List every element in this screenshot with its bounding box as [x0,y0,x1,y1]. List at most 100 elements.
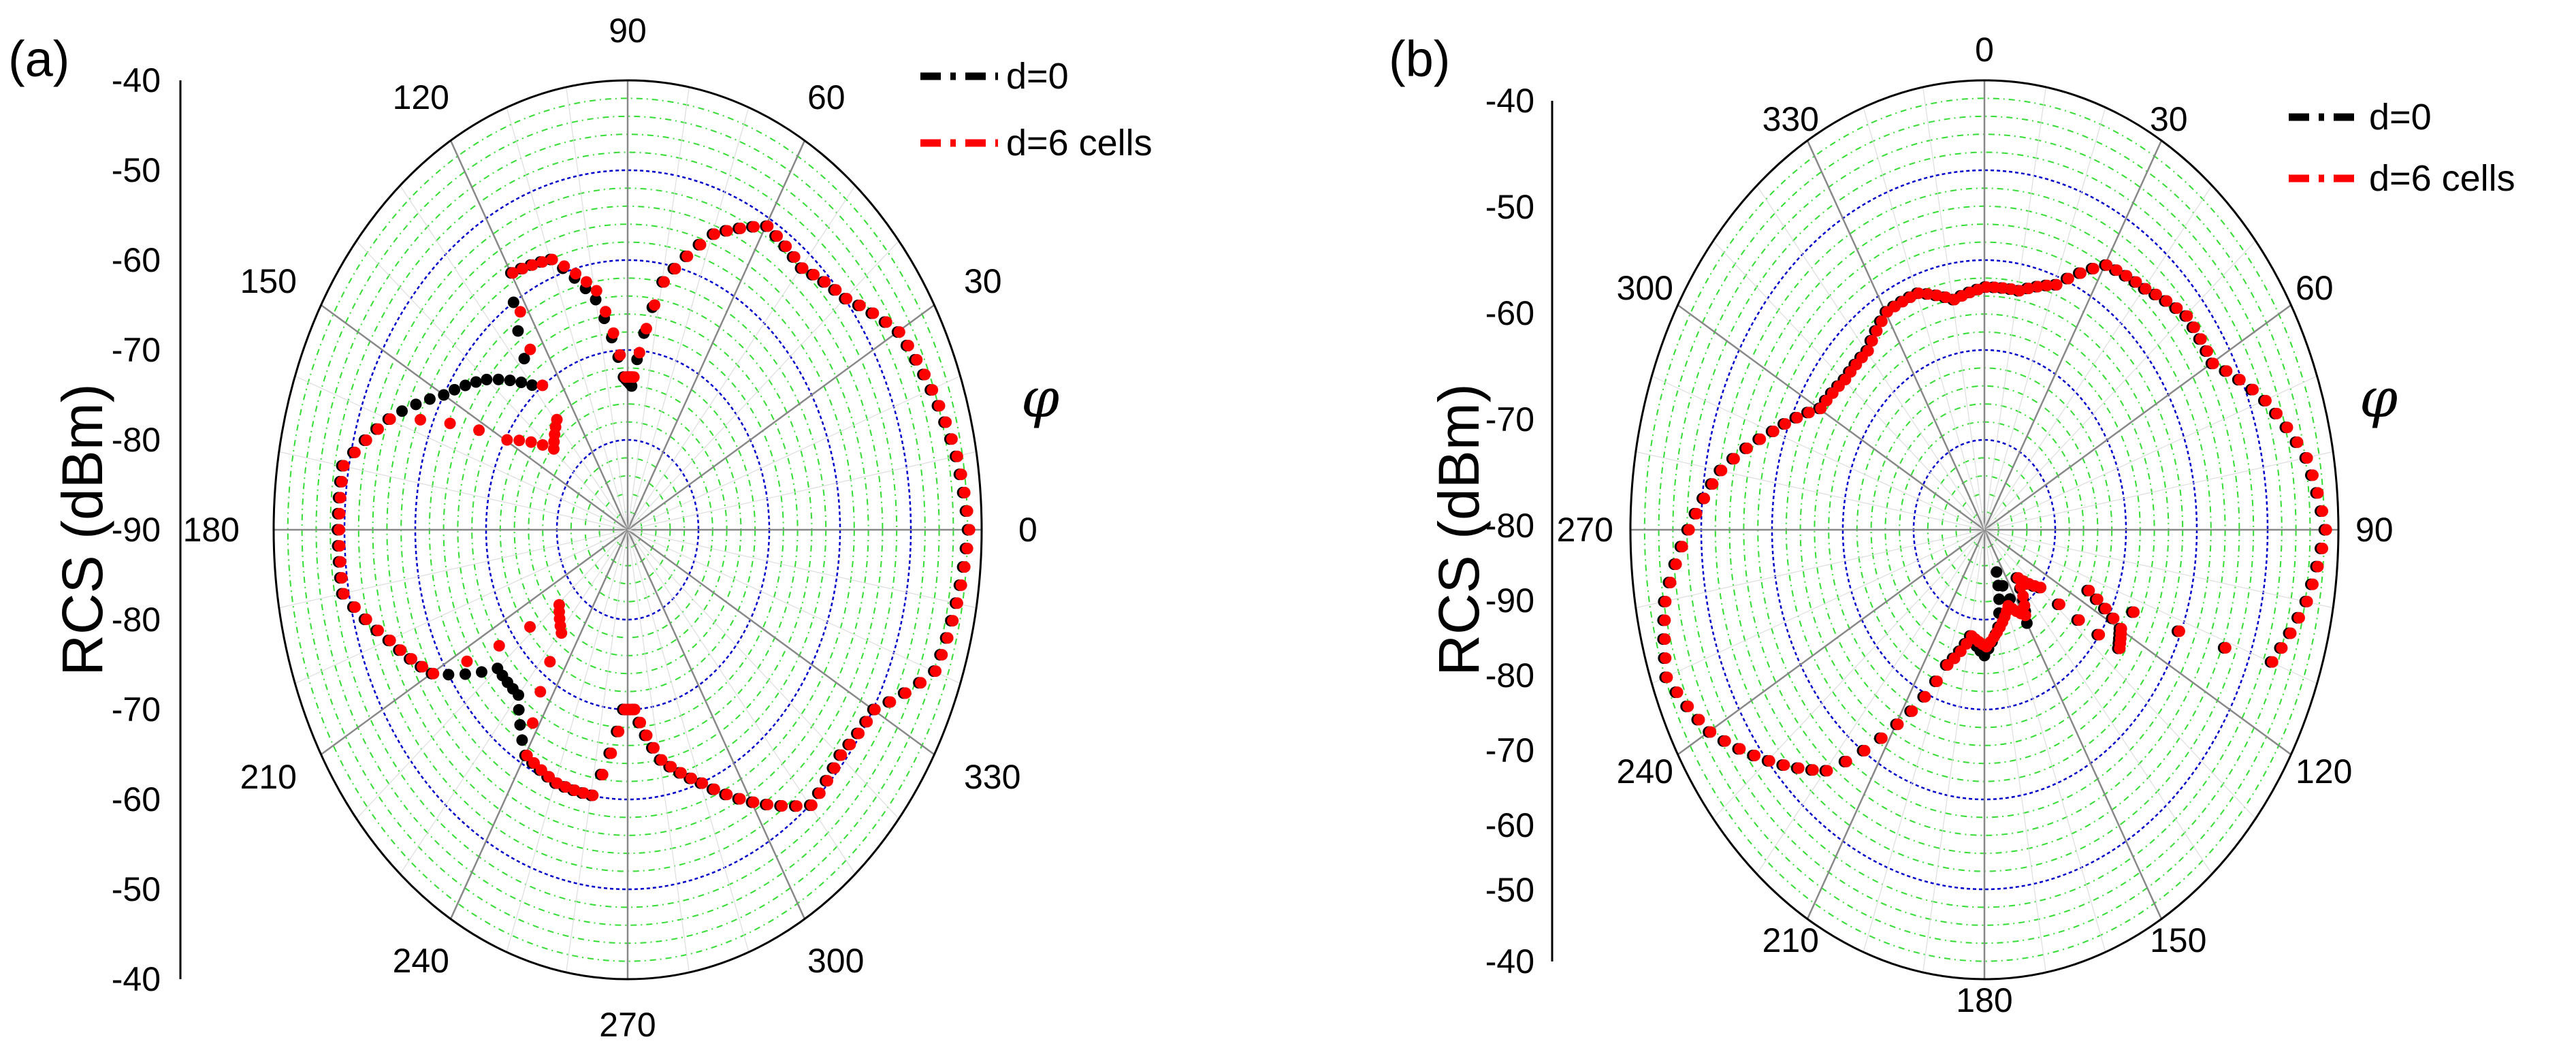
point-d6 [2276,642,2288,654]
point-d6 [2317,542,2329,554]
point-d6 [2234,374,2246,386]
point-d6 [955,579,967,591]
point-d6 [1660,595,1672,607]
point-d6 [2181,310,2193,322]
panel-a-angle-label: 30 [964,262,1002,300]
point-d6 [951,450,963,462]
point-d6 [1803,407,1815,419]
point-d6 [1912,287,1925,300]
panel-a-phi-label: φ [1021,366,1059,430]
point-d6 [2083,584,2095,596]
point-d0 [515,376,528,388]
point-d6 [2219,641,2232,654]
spoke-minor [1863,107,1985,530]
point-d6 [656,754,668,766]
panel-b-y-tick: -70 [1485,400,1534,439]
panel-a-y-tick: -70 [112,690,161,729]
point-d6 [444,417,456,430]
panel-a-label: (a) [8,31,69,87]
point-d6 [1660,652,1672,665]
panel-b-angle-label: 150 [2150,921,2206,959]
panel-a-y-tick: -50 [112,870,161,908]
point-d6 [835,749,848,761]
point-d6 [2099,603,2112,615]
point-d6 [911,353,923,366]
point-d6 [360,614,372,626]
spoke-minor [295,529,628,684]
spoke-minor [1984,529,2317,684]
panel-b-y-tick: -40 [1485,942,1534,981]
point-d6 [1871,325,1883,337]
panel-a-y-tick: -40 [112,960,161,998]
point-d6 [558,260,570,272]
point-d6 [2306,578,2319,590]
point-d6 [544,656,556,668]
point-d0 [475,666,487,678]
spoke-major [1983,529,2163,920]
point-d6 [338,588,350,600]
point-d6 [384,413,396,425]
point-d6 [527,717,539,729]
point-d6 [959,561,971,573]
spoke-minor [627,240,899,530]
legend-label-d0: d=0 [2369,97,2432,138]
spoke-minor [400,529,628,874]
spoke-minor [506,529,628,953]
spoke-minor [1756,529,1985,874]
panel-b-y-axis-title: RCS (dBm) [1427,383,1491,675]
panel-b-y-tick: -70 [1485,731,1534,769]
point-d6 [570,268,582,280]
point-d6 [634,716,647,729]
panel-a-y-tick: -70 [112,331,161,369]
panel-a-data [332,220,976,812]
point-d6 [2093,629,2106,641]
point-d6 [2073,614,2085,626]
spoke-minor [1984,185,2212,530]
point-d6 [613,725,625,737]
point-d0 [449,383,461,396]
point-d6 [861,716,873,728]
point-d0 [514,719,526,731]
panel-b-angle-label: 0 [1975,31,1994,69]
point-d6 [514,306,526,318]
point-d6 [1931,675,1943,688]
point-d6 [2285,627,2297,639]
point-d6 [2041,279,2053,291]
point-d6 [696,777,709,789]
point-d6 [899,687,912,699]
point-d6 [919,368,931,381]
point-d6 [1670,558,1682,571]
point-d6 [2014,285,2026,297]
point-d0 [470,376,482,388]
point-d6 [534,686,547,698]
point-d6 [580,276,592,288]
point-d0 [518,353,530,365]
point-d0 [459,668,471,680]
point-d6 [1754,433,1767,445]
point-d6 [336,572,348,584]
point-d6 [933,400,946,412]
panel-a-angle-label: 90 [609,12,647,50]
point-d6 [600,306,612,318]
point-d6 [1922,288,1934,300]
spoke-minor [627,529,750,953]
point-d6 [493,639,505,652]
point-d6 [587,789,599,801]
point-d6 [665,761,677,773]
point-d6 [1919,690,1931,703]
spoke-major [627,304,935,531]
point-d6 [844,738,856,750]
point-d6 [1664,577,1677,589]
point-d0 [459,379,471,392]
point-d6 [2259,394,2272,407]
point-d6 [336,475,348,488]
point-d6 [521,750,533,762]
point-d6 [735,222,747,234]
point-d6 [2173,625,2185,637]
panel-a-legend: d=0 d=6 cells [920,56,1153,163]
panel-b: (b) -40 -50 -60 -70 -80 -90 -80 -70 -60 … [1389,31,2515,1019]
panel-a-angle-label: 120 [393,78,449,116]
point-d6 [640,323,652,335]
spoke-minor [566,529,628,973]
point-d6 [560,781,572,793]
